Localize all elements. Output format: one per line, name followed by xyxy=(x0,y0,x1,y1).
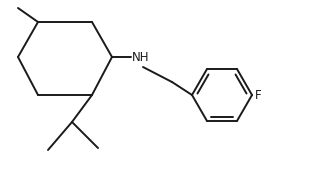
Text: NH: NH xyxy=(132,50,149,64)
Text: F: F xyxy=(255,88,262,101)
